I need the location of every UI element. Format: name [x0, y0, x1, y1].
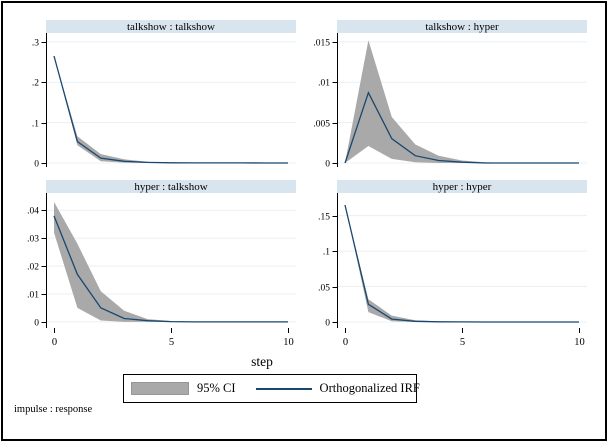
irf-line [53, 215, 288, 323]
irf-legend-label: Orthogonalized IRF [319, 381, 420, 395]
panel-title-bar [46, 180, 296, 193]
y-tick-label: .04 [27, 207, 39, 217]
y-tick-label: .01 [318, 79, 330, 89]
subplot-top-right: talkshow : hyper 0 .005 .01 .015 [301, 20, 587, 171]
x-axis-title: step [251, 354, 273, 369]
x-tick-label: 10 [574, 337, 585, 348]
irf-line [344, 204, 579, 323]
y-tick-label: 0 [34, 160, 39, 170]
irf-line [344, 91, 579, 164]
y-tick-label: .015 [313, 39, 330, 49]
ci-band [345, 40, 579, 163]
impulse-response-note: impulse : response [14, 404, 93, 415]
subplot-top-left: talkshow : talkshow 0 .1 .2 .3 [10, 20, 296, 171]
y-tick-label: 0 [34, 319, 39, 329]
x-tick-label: 0 [343, 337, 348, 348]
y-tick-label: .02 [27, 263, 39, 273]
y-tick-label: .03 [27, 235, 39, 245]
y-tick-label: .1 [323, 248, 330, 258]
irf-line [53, 55, 288, 164]
y-tick-label: .05 [318, 284, 330, 294]
x-tick-label: 0 [52, 337, 57, 348]
subplot-svg: hyper : talkshow 0 .01 .02 .03 .04 0 5 10 [27, 180, 296, 348]
y-tick-label: .3 [32, 39, 39, 49]
y-tick-label: .2 [32, 79, 39, 89]
subplot-bottom-right: hyper : hyper 0 .05 .1 .15 0 5 10 [301, 180, 587, 352]
panel-title: hyper : talkshow [134, 181, 207, 193]
irf-line-swatch [255, 387, 312, 390]
legend: 95% CI Orthogonalized IRF [123, 374, 420, 403]
x-tick-label: 10 [283, 337, 294, 348]
panel-title-bar [46, 20, 296, 33]
y-tick-label: .005 [313, 120, 330, 130]
panel-title-bar [337, 20, 587, 33]
subplot-svg: hyper : hyper 0 .05 .1 .15 0 5 10 [318, 180, 587, 348]
panel-title-bar [337, 180, 587, 193]
y-tick-label: 0 [325, 319, 330, 329]
y-tick-label: .15 [318, 213, 330, 223]
subplot-svg: talkshow : hyper 0 .005 .01 .015 [313, 20, 587, 170]
ci-band [54, 201, 288, 322]
y-tick-label: .1 [32, 120, 39, 130]
subplot-svg: talkshow : talkshow 0 .1 .2 .3 [32, 20, 296, 170]
ci-legend-label: 95% CI [197, 381, 236, 395]
y-tick-label: 0 [325, 160, 330, 170]
ci-band [345, 205, 579, 322]
panel-title: hyper : hyper [433, 181, 492, 193]
subplot-bottom-left: hyper : talkshow 0 .01 .02 .03 .04 0 5 10 [10, 180, 296, 352]
ci-band [54, 56, 288, 163]
y-tick-label: .01 [27, 291, 39, 301]
panel-title: talkshow : hyper [425, 21, 499, 33]
x-tick-label: 5 [169, 337, 174, 348]
x-tick-label: 5 [460, 337, 465, 348]
ci-band-swatch [131, 382, 189, 395]
panel-title: talkshow : talkshow [127, 21, 215, 33]
